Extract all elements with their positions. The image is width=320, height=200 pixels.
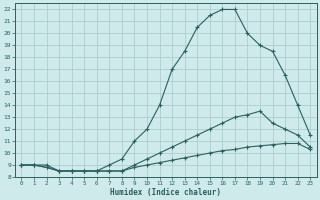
X-axis label: Humidex (Indice chaleur): Humidex (Indice chaleur) xyxy=(110,188,221,197)
